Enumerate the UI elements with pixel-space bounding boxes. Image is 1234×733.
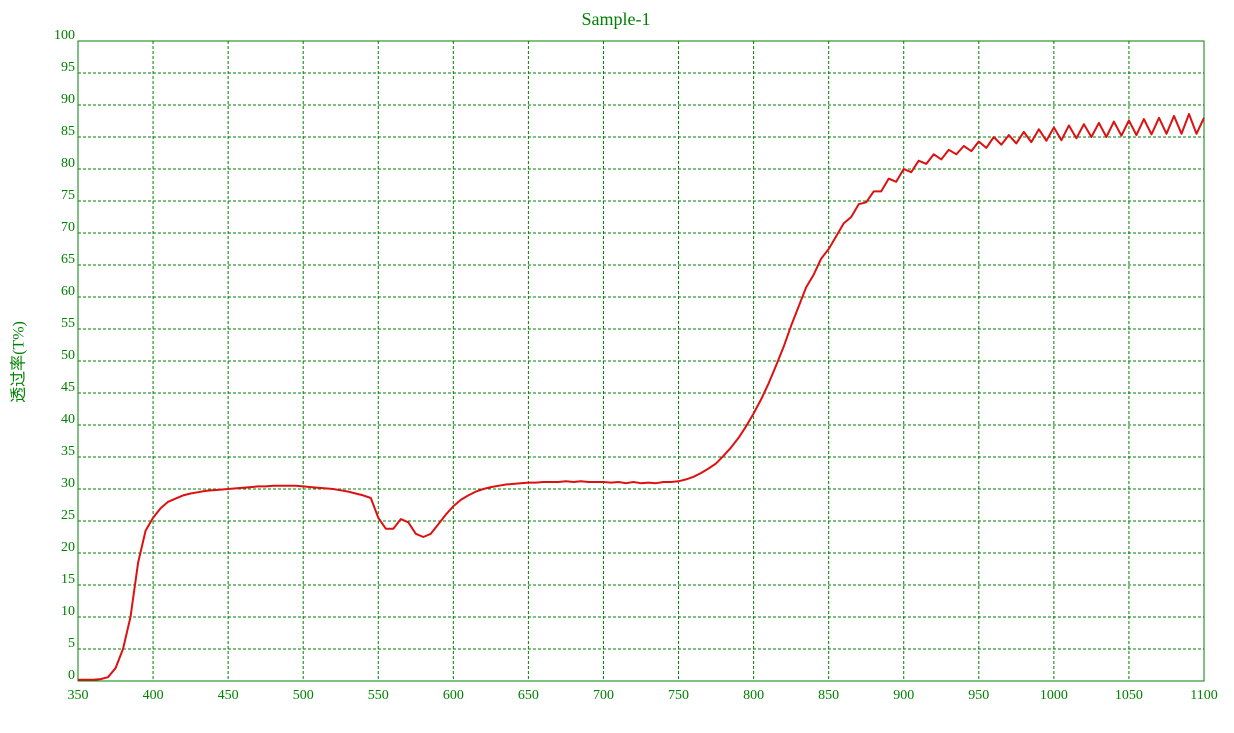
y-tick-label: 15 [61, 572, 75, 587]
x-tick-label: 1050 [1115, 688, 1143, 703]
x-tick-label: 850 [818, 688, 839, 703]
x-tick-label: 450 [218, 688, 239, 703]
x-tick-label: 1100 [1190, 688, 1217, 703]
y-tick-label: 25 [61, 508, 75, 523]
x-tick-label: 350 [68, 688, 89, 703]
y-tick-label: 0 [68, 668, 75, 683]
y-tick-label: 35 [61, 444, 75, 459]
x-tick-label: 600 [443, 688, 464, 703]
x-tick-label: 750 [668, 688, 689, 703]
x-tick-label: 550 [368, 688, 389, 703]
y-tick-label: 70 [61, 220, 75, 235]
y-tick-label: 60 [61, 284, 75, 299]
y-axis-label: 透过率(T%) [10, 321, 28, 403]
y-tick-label: 90 [61, 92, 75, 107]
y-tick-label: 50 [61, 348, 75, 363]
x-tick-label: 700 [593, 688, 614, 703]
y-tick-label: 65 [61, 252, 75, 267]
x-tick-label: 650 [518, 688, 539, 703]
x-tick-label: 500 [293, 688, 314, 703]
y-tick-label: 30 [61, 476, 75, 491]
y-tick-label: 55 [61, 316, 75, 331]
chart-title: Sample-1 [582, 9, 651, 29]
plot-frame [77, 40, 1205, 682]
y-tick-label: 75 [61, 188, 75, 203]
x-tick-label: 800 [743, 688, 764, 703]
y-tick-label: 20 [61, 540, 75, 555]
y-tick-label: 45 [61, 380, 75, 395]
x-tick-label: 400 [143, 688, 164, 703]
y-tick-label: 5 [68, 636, 75, 651]
y-tick-label: 80 [61, 156, 75, 171]
y-tick-label: 40 [61, 412, 75, 427]
x-tick-label: 1000 [1040, 688, 1068, 703]
y-tick-label: 100 [54, 28, 75, 43]
x-tick-label: 950 [968, 688, 989, 703]
y-tick-label: 85 [61, 124, 75, 139]
data-line [78, 113, 1205, 681]
y-tick-label: 10 [61, 604, 75, 619]
x-tick-label: 900 [893, 688, 914, 703]
y-tick-label: 95 [61, 60, 75, 75]
